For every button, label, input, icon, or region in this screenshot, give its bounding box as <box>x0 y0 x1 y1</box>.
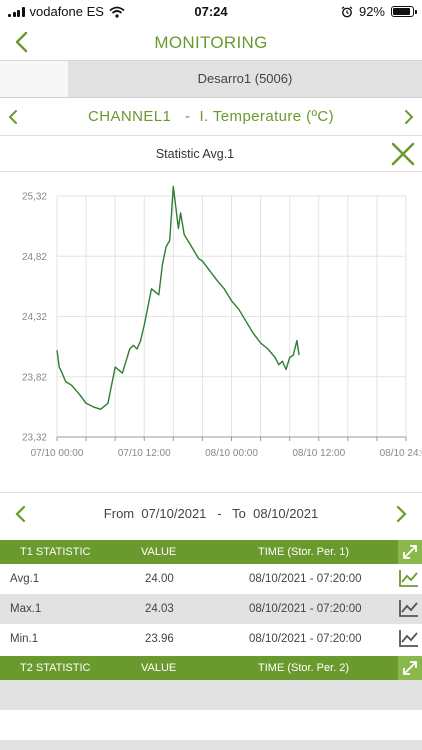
signal-icon <box>8 6 25 17</box>
t1-col-statistic: T1 STATISTIC <box>20 546 91 558</box>
series-line <box>56 185 300 411</box>
device-tab[interactable]: Desarro1 (5006) <box>68 61 422 97</box>
t1-statistics-table: T1 STATISTIC VALUE TIME (Stor. Per. 1) A… <box>0 540 422 654</box>
x-tick-label: 08/10 00:00 <box>205 448 258 459</box>
y-tick-label: 25,32 <box>22 192 47 203</box>
close-icon[interactable] <box>390 141 416 167</box>
row-value: 24.00 <box>145 573 174 585</box>
y-tick-label: 23,82 <box>22 372 47 383</box>
empty-row <box>0 710 422 740</box>
row-statistic: Max.1 <box>10 603 42 615</box>
y-tick-label: 24,82 <box>22 252 47 263</box>
device-tab-empty <box>0 61 68 97</box>
x-tick-label: 07/10 12:00 <box>118 448 171 459</box>
channel-label: CHANNEL1 - I. Temperature (ºC) <box>88 108 334 125</box>
t2-statistics-table: T2 STATISTIC VALUE TIME (Stor. Per. 2) <box>0 656 422 750</box>
expand-icon[interactable] <box>398 656 422 680</box>
t2-col-value: VALUE <box>141 662 177 674</box>
next-date-icon[interactable] <box>392 504 410 524</box>
date-range-text[interactable]: From 07/10/2021 - To 08/10/2021 <box>103 506 319 521</box>
carrier-info: vodafone ES <box>8 4 125 19</box>
empty-row <box>0 740 422 750</box>
row-time: 08/10/2021 - 07:20:00 <box>249 603 362 615</box>
chart-icon[interactable] <box>398 628 420 648</box>
nav-bar: MONITORING <box>0 24 422 60</box>
t2-col-statistic: T2 STATISTIC <box>20 662 91 674</box>
table-row[interactable]: Avg.1 24.00 08/10/2021 - 07:20:00 <box>0 564 422 594</box>
t2-col-time: TIME (Stor. Per. 2) <box>258 662 350 674</box>
row-time: 08/10/2021 - 07:20:00 <box>249 633 362 645</box>
status-bar: vodafone ES 07:24 92% <box>0 0 422 24</box>
status-time: 07:24 <box>194 4 228 19</box>
carrier-name: vodafone ES <box>29 4 104 19</box>
next-channel-icon[interactable] <box>400 107 418 127</box>
t1-table-header: T1 STATISTIC VALUE TIME (Stor. Per. 1) <box>0 540 422 564</box>
table-row[interactable]: Max.1 24.03 08/10/2021 - 07:20:00 <box>0 594 422 624</box>
row-value: 23.96 <box>145 633 174 645</box>
statistic-header: Statistic Avg.1 <box>0 136 422 172</box>
page-title: MONITORING <box>154 33 268 52</box>
previous-channel-icon[interactable] <box>4 107 22 127</box>
t1-col-value: VALUE <box>141 546 177 558</box>
row-statistic: Avg.1 <box>10 573 40 585</box>
y-tick-label: 23,32 <box>22 433 47 444</box>
row-time: 08/10/2021 - 07:20:00 <box>249 573 362 585</box>
t2-table-header: T2 STATISTIC VALUE TIME (Stor. Per. 2) <box>0 656 422 680</box>
x-tick-label: 08/10 24:00 <box>380 448 422 459</box>
alarm-icon <box>341 5 353 17</box>
empty-row <box>0 680 422 710</box>
back-chevron-icon[interactable] <box>10 28 34 56</box>
expand-icon[interactable] <box>398 540 422 564</box>
table-row[interactable]: Min.1 23.96 08/10/2021 - 07:20:00 <box>0 624 422 654</box>
x-tick-label: 07/10 00:00 <box>31 448 84 459</box>
temperature-chart: 25,32 24,82 24,32 23,82 23,32 07/10 00:00 07/1… <box>22 185 422 459</box>
chart-icon[interactable] <box>398 568 420 588</box>
previous-date-icon[interactable] <box>12 504 30 524</box>
statistic-label: Statistic Avg.1 <box>155 147 235 161</box>
y-tick-label: 24,32 <box>22 312 47 323</box>
channel-selector: CHANNEL1 - I. Temperature (ºC) <box>0 98 422 136</box>
battery-percent: 92% <box>358 4 385 19</box>
battery-icon <box>391 6 417 17</box>
device-selector: Desarro1 (5006) <box>0 60 422 98</box>
x-tick-label: 08/10 12:00 <box>292 448 345 459</box>
wifi-icon <box>109 6 125 18</box>
row-statistic: Min.1 <box>10 633 39 645</box>
date-range-selector: From 07/10/2021 - To 08/10/2021 <box>0 492 422 534</box>
t1-col-time: TIME (Stor. Per. 1) <box>258 546 350 558</box>
row-value: 24.03 <box>145 603 174 615</box>
chart-icon[interactable] <box>398 598 420 618</box>
